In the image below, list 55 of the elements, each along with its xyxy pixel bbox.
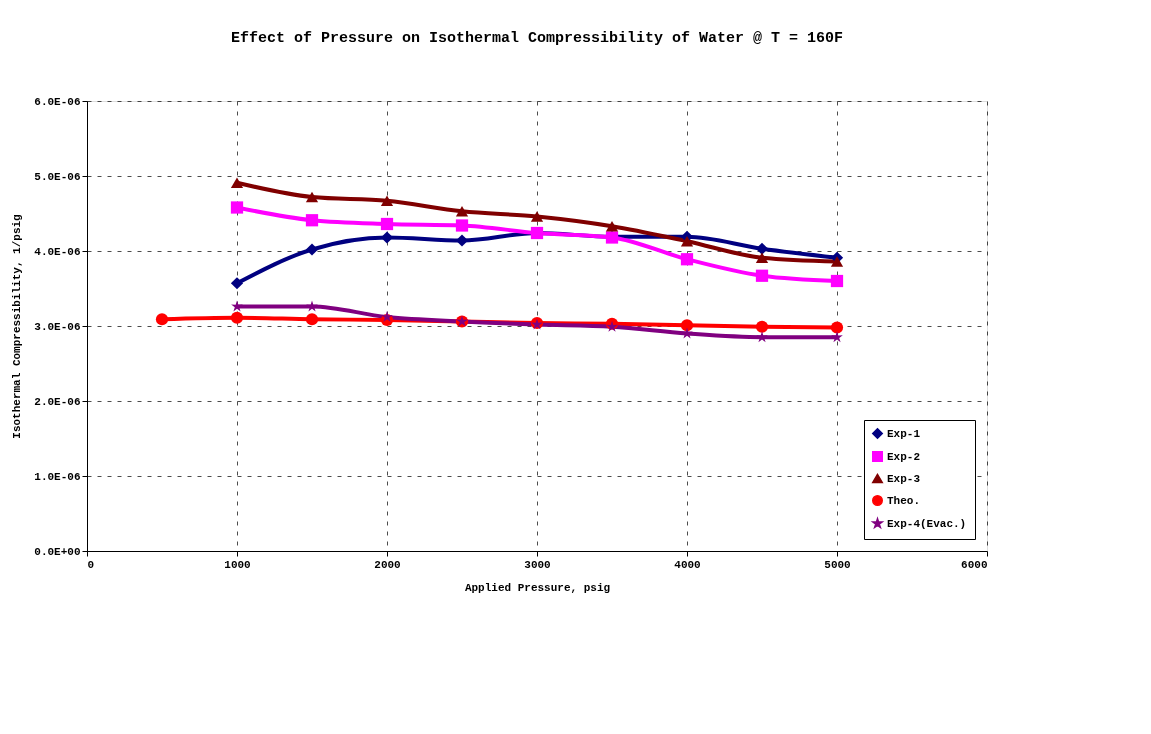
point xyxy=(455,205,469,217)
point xyxy=(230,311,244,324)
y-tick-label: 5.0E-06 xyxy=(34,170,81,183)
y-tick-label: 0.0E+00 xyxy=(34,545,81,558)
y-tick-label: 1.0E-06 xyxy=(34,470,81,483)
y-tick-label: 4.0E-06 xyxy=(34,245,81,258)
legend-label: Exp-1 xyxy=(887,427,921,440)
x-tick-label: 5000 xyxy=(824,558,851,571)
point xyxy=(681,327,693,339)
point xyxy=(305,191,319,203)
point xyxy=(380,217,394,231)
x-tick-label: 2000 xyxy=(374,558,401,571)
x-tick-label: 0 xyxy=(87,558,95,571)
y-tick-label: 3.0E-06 xyxy=(34,320,81,333)
x-tick-label: 3000 xyxy=(524,558,551,571)
chart-title: Effect of Pressure on Isothermal Compressibility of Water @ T = 160F xyxy=(230,30,844,47)
y-tick-label: 6.0E-06 xyxy=(34,95,81,108)
x-tick-label: 4000 xyxy=(674,558,701,571)
point xyxy=(155,313,169,326)
y-axis-title: Isothermal Compressibility, 1/psig xyxy=(11,214,24,439)
point xyxy=(755,269,769,282)
point xyxy=(830,256,844,267)
point xyxy=(756,331,768,343)
x-tick-label: 1000 xyxy=(224,558,251,571)
point xyxy=(306,300,318,312)
point xyxy=(305,243,319,256)
point xyxy=(305,313,319,326)
point xyxy=(680,253,694,266)
legend-label: Exp-3 xyxy=(887,472,921,485)
point xyxy=(680,319,694,332)
point xyxy=(755,242,769,255)
legend-label: Exp-4(Evac.) xyxy=(887,517,967,530)
point xyxy=(830,274,844,288)
point xyxy=(755,320,769,333)
point xyxy=(455,219,469,232)
point xyxy=(305,214,319,227)
x-tick-label: 6000 xyxy=(961,558,988,571)
x-axis-title: Applied Pressure, psig xyxy=(464,581,611,594)
point xyxy=(230,201,244,214)
point xyxy=(455,234,469,247)
point xyxy=(605,220,619,232)
point xyxy=(230,277,244,290)
y-tick-label: 2.0E-06 xyxy=(34,395,81,408)
legend-label: Theo. xyxy=(887,494,921,507)
point xyxy=(831,331,843,343)
point xyxy=(830,321,844,334)
point xyxy=(755,252,769,264)
point xyxy=(381,310,393,322)
point xyxy=(680,235,694,247)
legend-label: Exp-2 xyxy=(887,450,921,463)
point xyxy=(380,195,394,207)
point xyxy=(530,211,544,222)
point xyxy=(231,300,243,312)
point xyxy=(230,177,244,189)
point xyxy=(380,231,394,244)
